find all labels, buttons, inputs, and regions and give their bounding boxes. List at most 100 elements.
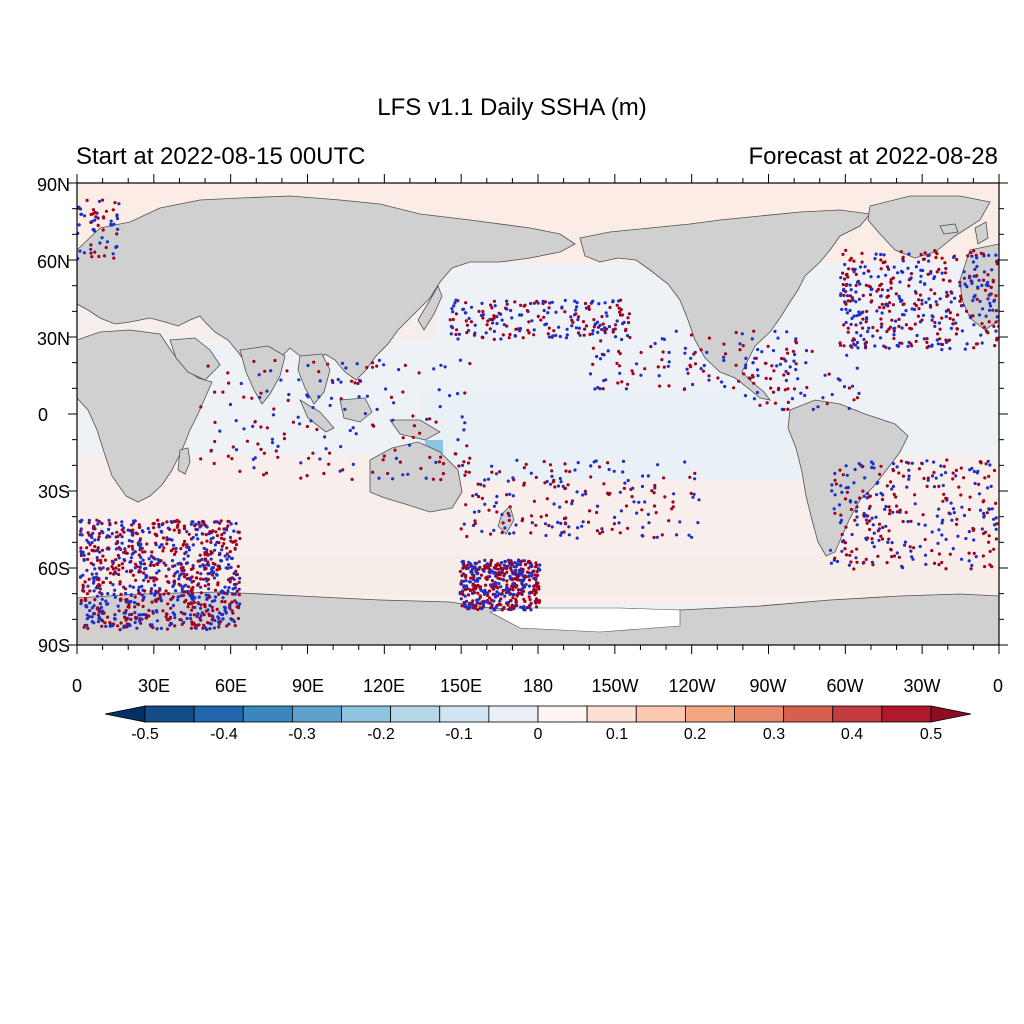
observation-marker [132, 521, 136, 525]
observation-marker [663, 495, 667, 499]
observation-marker [209, 622, 213, 626]
observation-marker [992, 468, 997, 473]
observation-marker [843, 497, 848, 501]
colorbar-box [488, 705, 539, 723]
observation-marker [930, 474, 935, 478]
observation-marker [863, 265, 867, 269]
observation-marker [478, 595, 483, 599]
land-australia [369, 441, 463, 513]
observation-marker [199, 405, 203, 409]
lon-label-0: 0 [72, 676, 82, 696]
observation-marker [450, 307, 454, 311]
observation-marker [506, 479, 510, 483]
observation-marker [324, 447, 328, 451]
observation-marker [720, 380, 724, 384]
observation-marker [995, 262, 999, 266]
observation-marker [838, 378, 842, 382]
observation-marker [589, 464, 593, 468]
observation-marker [120, 520, 124, 524]
observation-marker [514, 523, 518, 527]
observation-marker [968, 315, 973, 320]
observation-marker [140, 546, 144, 551]
observation-marker [291, 420, 295, 424]
observation-marker [483, 564, 487, 568]
observation-marker [157, 525, 161, 529]
observation-marker [234, 448, 239, 452]
observation-marker [97, 254, 101, 259]
observation-marker [118, 628, 122, 632]
observation-marker [640, 533, 644, 538]
observation-marker [215, 607, 219, 612]
observation-marker [188, 593, 192, 598]
observation-marker [514, 600, 519, 604]
observation-marker [853, 518, 857, 522]
observation-marker [693, 477, 697, 481]
observation-marker [131, 573, 135, 577]
observation-marker [737, 379, 741, 383]
observation-marker [895, 510, 900, 514]
observation-marker [607, 467, 611, 472]
observation-marker [475, 601, 479, 605]
observation-marker [913, 302, 917, 306]
observation-marker [497, 602, 501, 606]
observation-marker [460, 463, 465, 467]
observation-marker [87, 577, 91, 581]
observation-marker [353, 381, 357, 385]
observation-marker [541, 299, 545, 303]
observation-marker [539, 318, 543, 322]
observation-marker [208, 603, 212, 608]
observation-marker [776, 336, 780, 340]
observation-marker [211, 561, 215, 566]
observation-marker [502, 578, 506, 582]
observation-marker [518, 563, 523, 567]
observation-marker [286, 398, 290, 402]
observation-marker [210, 614, 214, 618]
observation-marker [142, 571, 146, 575]
observation-marker [976, 285, 980, 289]
observation-marker [153, 583, 157, 587]
observation-marker [439, 455, 443, 459]
observation-marker [595, 354, 599, 359]
observation-marker [960, 505, 964, 509]
observation-marker [483, 502, 487, 506]
observation-marker [533, 573, 537, 577]
observation-marker [306, 363, 310, 368]
observation-marker [859, 311, 864, 315]
observation-marker [906, 266, 910, 270]
observation-marker [941, 499, 945, 503]
observation-marker [870, 560, 875, 564]
observation-marker [852, 259, 856, 263]
observation-marker [596, 330, 600, 334]
observation-marker [437, 388, 441, 392]
observation-marker [129, 556, 133, 560]
observation-marker [943, 261, 947, 265]
observation-marker [115, 214, 119, 218]
observation-marker [747, 376, 752, 380]
observation-marker [439, 478, 443, 482]
observation-marker [969, 251, 973, 255]
observation-marker [938, 327, 942, 331]
observation-marker [143, 589, 147, 593]
observation-marker [848, 283, 852, 287]
lat-label-60s: 60S [38, 559, 70, 579]
observation-marker [359, 379, 363, 383]
observation-marker [495, 590, 499, 594]
observation-marker [191, 520, 195, 524]
observation-marker [756, 374, 760, 378]
observation-marker [972, 346, 976, 350]
observation-marker [613, 323, 618, 327]
observation-marker [944, 266, 948, 271]
observation-marker [985, 511, 989, 515]
observation-marker [925, 459, 929, 463]
observation-marker [894, 292, 898, 296]
observation-marker [123, 547, 127, 551]
observation-marker [750, 337, 754, 341]
observation-marker [841, 252, 845, 256]
observation-marker [438, 405, 442, 409]
observation-marker [483, 583, 488, 587]
observation-marker [852, 567, 856, 571]
observation-marker [350, 379, 354, 383]
observation-marker [990, 507, 994, 511]
observation-marker [270, 441, 275, 445]
observation-marker [103, 621, 107, 625]
